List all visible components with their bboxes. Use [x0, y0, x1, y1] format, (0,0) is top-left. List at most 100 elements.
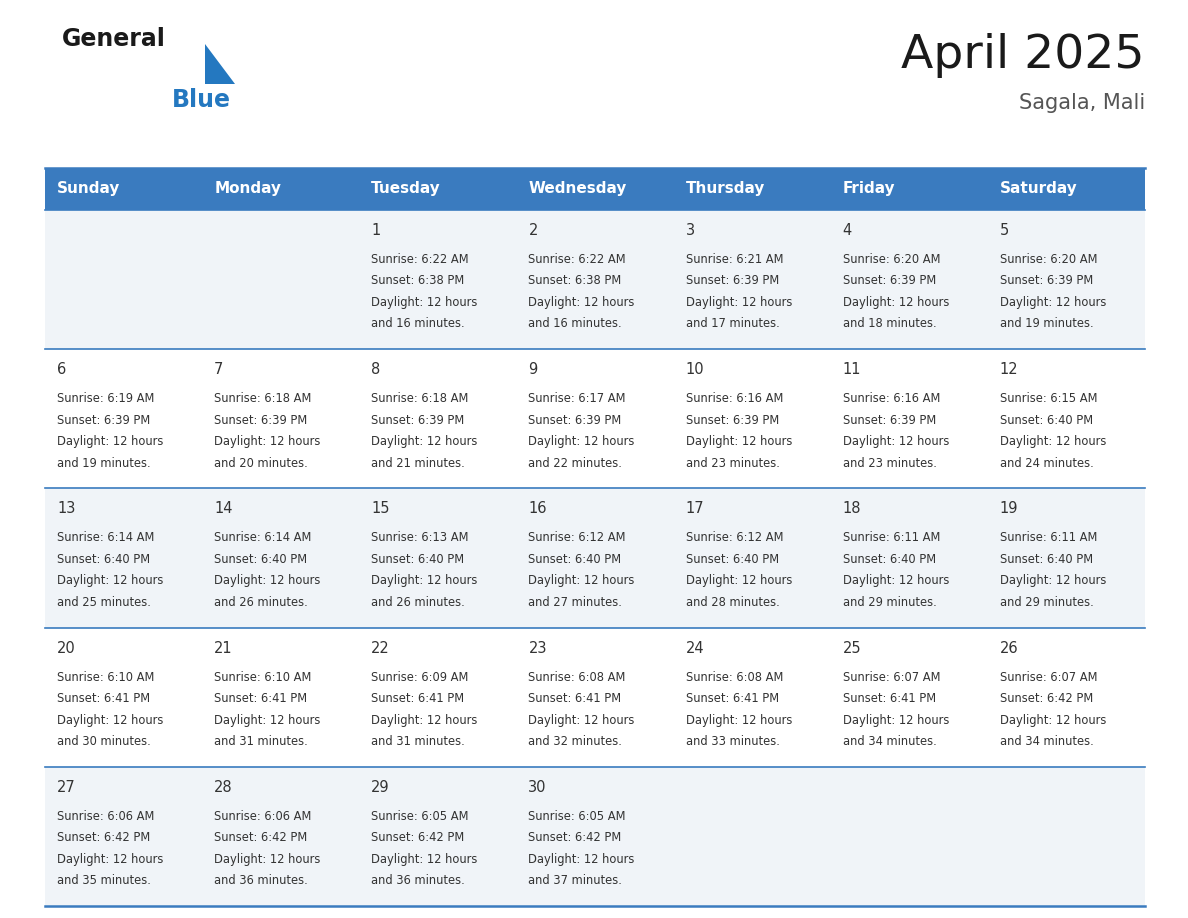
Text: and 16 minutes.: and 16 minutes.: [372, 318, 465, 330]
Text: and 29 minutes.: and 29 minutes.: [842, 596, 936, 609]
Text: Sunset: 6:39 PM: Sunset: 6:39 PM: [685, 274, 779, 287]
Text: Sunset: 6:41 PM: Sunset: 6:41 PM: [57, 692, 150, 705]
Text: and 30 minutes.: and 30 minutes.: [57, 735, 151, 748]
Text: Sunset: 6:39 PM: Sunset: 6:39 PM: [842, 274, 936, 287]
Text: and 22 minutes.: and 22 minutes.: [529, 456, 623, 470]
Text: 18: 18: [842, 501, 861, 517]
Text: 8: 8: [372, 363, 380, 377]
Text: Saturday: Saturday: [1000, 182, 1078, 196]
Text: 14: 14: [214, 501, 233, 517]
Text: and 36 minutes.: and 36 minutes.: [372, 874, 465, 888]
Text: Sunset: 6:39 PM: Sunset: 6:39 PM: [372, 414, 465, 427]
Text: Daylight: 12 hours: Daylight: 12 hours: [529, 435, 634, 448]
Text: Sunset: 6:39 PM: Sunset: 6:39 PM: [842, 414, 936, 427]
Text: Sunrise: 6:07 AM: Sunrise: 6:07 AM: [842, 671, 940, 684]
Text: and 21 minutes.: and 21 minutes.: [372, 456, 465, 470]
Text: and 26 minutes.: and 26 minutes.: [214, 596, 308, 609]
Text: Sunrise: 6:15 AM: Sunrise: 6:15 AM: [1000, 392, 1098, 405]
Text: and 23 minutes.: and 23 minutes.: [685, 456, 779, 470]
Text: 13: 13: [57, 501, 75, 517]
Text: Daylight: 12 hours: Daylight: 12 hours: [372, 435, 478, 448]
Text: Sunset: 6:41 PM: Sunset: 6:41 PM: [214, 692, 308, 705]
Text: Sunset: 6:42 PM: Sunset: 6:42 PM: [529, 832, 621, 845]
Text: and 36 minutes.: and 36 minutes.: [214, 874, 308, 888]
Text: Sunrise: 6:09 AM: Sunrise: 6:09 AM: [372, 671, 468, 684]
Text: Daylight: 12 hours: Daylight: 12 hours: [57, 575, 164, 588]
Text: Sunset: 6:40 PM: Sunset: 6:40 PM: [529, 553, 621, 565]
Text: and 28 minutes.: and 28 minutes.: [685, 596, 779, 609]
Text: Sunset: 6:39 PM: Sunset: 6:39 PM: [214, 414, 308, 427]
Text: Sunset: 6:40 PM: Sunset: 6:40 PM: [1000, 553, 1093, 565]
Text: Sunset: 6:40 PM: Sunset: 6:40 PM: [214, 553, 308, 565]
Text: 28: 28: [214, 779, 233, 795]
Text: Sunset: 6:41 PM: Sunset: 6:41 PM: [372, 692, 465, 705]
Text: Wednesday: Wednesday: [529, 182, 627, 196]
Text: 6: 6: [57, 363, 67, 377]
Text: Sunrise: 6:22 AM: Sunrise: 6:22 AM: [529, 253, 626, 266]
Text: Sunset: 6:38 PM: Sunset: 6:38 PM: [372, 274, 465, 287]
Text: Sunrise: 6:11 AM: Sunrise: 6:11 AM: [1000, 532, 1098, 544]
Text: 9: 9: [529, 363, 538, 377]
Text: Sunrise: 6:07 AM: Sunrise: 6:07 AM: [1000, 671, 1098, 684]
Text: Daylight: 12 hours: Daylight: 12 hours: [529, 713, 634, 727]
Text: and 31 minutes.: and 31 minutes.: [372, 735, 465, 748]
Text: Sunrise: 6:22 AM: Sunrise: 6:22 AM: [372, 253, 469, 266]
Text: and 20 minutes.: and 20 minutes.: [214, 456, 308, 470]
Text: 23: 23: [529, 641, 546, 655]
Text: Sunset: 6:42 PM: Sunset: 6:42 PM: [372, 832, 465, 845]
Text: Sunset: 6:39 PM: Sunset: 6:39 PM: [57, 414, 150, 427]
Text: Sunrise: 6:08 AM: Sunrise: 6:08 AM: [529, 671, 626, 684]
Text: Sunrise: 6:13 AM: Sunrise: 6:13 AM: [372, 532, 469, 544]
Text: Daylight: 12 hours: Daylight: 12 hours: [57, 713, 164, 727]
Text: 11: 11: [842, 363, 861, 377]
Text: 12: 12: [1000, 363, 1018, 377]
Text: Daylight: 12 hours: Daylight: 12 hours: [214, 575, 321, 588]
Text: 27: 27: [57, 779, 76, 795]
Text: Daylight: 12 hours: Daylight: 12 hours: [1000, 575, 1106, 588]
Text: Sunrise: 6:05 AM: Sunrise: 6:05 AM: [529, 810, 626, 823]
Text: and 16 minutes.: and 16 minutes.: [529, 318, 623, 330]
Text: 1: 1: [372, 223, 380, 238]
Text: Sunset: 6:40 PM: Sunset: 6:40 PM: [1000, 414, 1093, 427]
Text: Friday: Friday: [842, 182, 896, 196]
Text: Sunset: 6:39 PM: Sunset: 6:39 PM: [685, 414, 779, 427]
Text: Daylight: 12 hours: Daylight: 12 hours: [685, 435, 792, 448]
Text: Daylight: 12 hours: Daylight: 12 hours: [1000, 296, 1106, 309]
Text: Sunrise: 6:16 AM: Sunrise: 6:16 AM: [685, 392, 783, 405]
Text: 26: 26: [1000, 641, 1018, 655]
Text: 22: 22: [372, 641, 390, 655]
Text: Sunday: Sunday: [57, 182, 120, 196]
Text: 10: 10: [685, 363, 704, 377]
Text: Sunrise: 6:20 AM: Sunrise: 6:20 AM: [842, 253, 940, 266]
Text: Monday: Monday: [214, 182, 282, 196]
Text: 7: 7: [214, 363, 223, 377]
Text: 16: 16: [529, 501, 546, 517]
Text: Sunset: 6:39 PM: Sunset: 6:39 PM: [1000, 274, 1093, 287]
Text: Daylight: 12 hours: Daylight: 12 hours: [214, 853, 321, 866]
Text: Sunrise: 6:17 AM: Sunrise: 6:17 AM: [529, 392, 626, 405]
Polygon shape: [206, 44, 235, 84]
Text: 5: 5: [1000, 223, 1009, 238]
Text: and 18 minutes.: and 18 minutes.: [842, 318, 936, 330]
Bar: [45, 210, 1145, 349]
Text: General: General: [62, 27, 166, 51]
Text: Daylight: 12 hours: Daylight: 12 hours: [214, 713, 321, 727]
Text: Sunrise: 6:12 AM: Sunrise: 6:12 AM: [529, 532, 626, 544]
Text: and 37 minutes.: and 37 minutes.: [529, 874, 623, 888]
Text: Daylight: 12 hours: Daylight: 12 hours: [57, 435, 164, 448]
Text: 17: 17: [685, 501, 704, 517]
Text: Daylight: 12 hours: Daylight: 12 hours: [529, 296, 634, 309]
Text: Sunset: 6:40 PM: Sunset: 6:40 PM: [842, 553, 936, 565]
Text: Daylight: 12 hours: Daylight: 12 hours: [842, 713, 949, 727]
Text: Sunrise: 6:08 AM: Sunrise: 6:08 AM: [685, 671, 783, 684]
Text: Sunrise: 6:18 AM: Sunrise: 6:18 AM: [214, 392, 311, 405]
Text: Daylight: 12 hours: Daylight: 12 hours: [842, 435, 949, 448]
Text: 21: 21: [214, 641, 233, 655]
Text: Sunset: 6:38 PM: Sunset: 6:38 PM: [529, 274, 621, 287]
Text: Daylight: 12 hours: Daylight: 12 hours: [372, 713, 478, 727]
Text: Sunrise: 6:12 AM: Sunrise: 6:12 AM: [685, 532, 783, 544]
Text: Daylight: 12 hours: Daylight: 12 hours: [372, 853, 478, 866]
Text: and 19 minutes.: and 19 minutes.: [57, 456, 151, 470]
Text: Daylight: 12 hours: Daylight: 12 hours: [529, 853, 634, 866]
Text: and 29 minutes.: and 29 minutes.: [1000, 596, 1094, 609]
